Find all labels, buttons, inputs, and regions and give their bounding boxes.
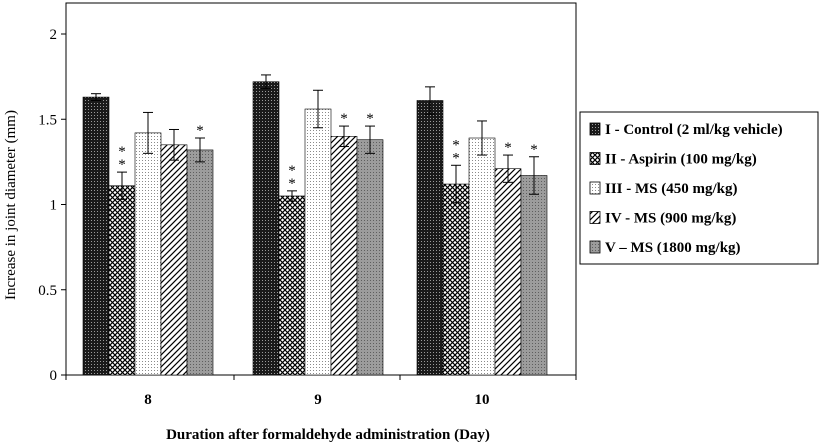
bar-2-8 [108, 185, 136, 376]
significance-mark: * [196, 123, 204, 139]
bar-1-8 [82, 96, 110, 376]
significance-mark: * [340, 111, 348, 127]
bar-1-9 [252, 81, 280, 376]
x-tick-label: 9 [314, 392, 322, 408]
y-tick-label: 0 [50, 368, 58, 384]
bar-4-9 [330, 136, 358, 376]
bar-5-8 [186, 149, 214, 376]
significance-mark: * [504, 140, 512, 156]
y-tick-label: 1.5 [38, 112, 57, 128]
legend-label-5: V – MS (1800 mg/kg) [605, 240, 741, 256]
legend: I - Control (2 ml/kg vehicle) II - Aspiri… [579, 111, 819, 265]
significance-mark: * [288, 176, 296, 192]
legend-swatch-5 [589, 240, 601, 254]
legend-label-4: IV - MS (900 mg/kg) [605, 211, 736, 227]
bar-1-10 [416, 100, 444, 376]
y-axis-title: Increase in joint diameter (mm) [3, 110, 19, 300]
legend-swatch-4 [589, 211, 601, 224]
x-tick-label: 10 [475, 392, 490, 408]
y-tick-label: 2 [50, 27, 58, 43]
y-tick-label: 0.5 [38, 283, 57, 299]
bar-5-9 [356, 139, 384, 376]
bar-4-10 [494, 168, 522, 376]
legend-box [579, 111, 819, 265]
significance-mark: * [288, 163, 296, 179]
legend-label-3: III - MS (450 mg/kg) [605, 181, 738, 197]
bar-3-9 [304, 108, 332, 376]
significance-mark: * [118, 144, 126, 160]
significance-mark: * [118, 157, 126, 173]
legend-label-1: I - Control (2 ml/kg vehicle) [605, 122, 783, 138]
bar-3-10 [468, 137, 496, 376]
legend-swatch-2 [589, 152, 601, 165]
legend-swatch-3 [589, 181, 601, 195]
bar-5-10 [520, 175, 548, 376]
y-tick-label: 1 [50, 198, 58, 214]
significance-mark: * [452, 150, 460, 166]
legend-label-2: II - Aspirin (100 mg/kg) [605, 152, 757, 168]
significance-mark: * [530, 142, 538, 158]
legend-swatch-1 [589, 122, 601, 136]
bar-2-10 [442, 183, 470, 376]
x-axis-title: Duration after formaldehyde administrati… [166, 427, 490, 443]
x-tick-label: 8 [144, 392, 152, 408]
significance-mark: * [452, 137, 460, 153]
bar-4-8 [160, 144, 188, 376]
significance-mark: * [366, 111, 374, 127]
bar-2-9 [278, 195, 306, 376]
bar-3-8 [134, 132, 162, 376]
